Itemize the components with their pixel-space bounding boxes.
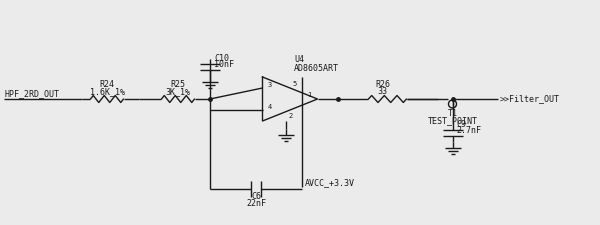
Text: 3K_1%: 3K_1% bbox=[166, 87, 191, 96]
Text: C9: C9 bbox=[457, 119, 467, 128]
Text: 5: 5 bbox=[292, 81, 296, 87]
Text: 2.7nF: 2.7nF bbox=[457, 126, 482, 134]
Text: 1: 1 bbox=[308, 92, 312, 98]
Text: 22nF: 22nF bbox=[246, 198, 266, 207]
Text: HPF_2RD_OUT: HPF_2RD_OUT bbox=[4, 89, 59, 98]
Text: TEST_POINT: TEST_POINT bbox=[428, 115, 478, 124]
Text: C10: C10 bbox=[214, 54, 229, 63]
Text: 1.6K_1%: 1.6K_1% bbox=[89, 87, 125, 96]
Text: R26: R26 bbox=[375, 80, 390, 89]
Text: T1: T1 bbox=[448, 108, 458, 117]
Text: 10nF: 10nF bbox=[214, 60, 234, 69]
Text: U4: U4 bbox=[294, 55, 304, 64]
Text: 33: 33 bbox=[377, 87, 388, 96]
Text: 3: 3 bbox=[268, 82, 272, 88]
Text: 4: 4 bbox=[268, 104, 272, 110]
Text: 2: 2 bbox=[288, 112, 292, 119]
Text: AD8605ART: AD8605ART bbox=[294, 64, 339, 73]
Text: R25: R25 bbox=[170, 80, 185, 89]
Text: AVCC_+3.3V: AVCC_+3.3V bbox=[305, 177, 355, 186]
Text: R24: R24 bbox=[100, 80, 115, 89]
Text: >>Filter_OUT: >>Filter_OUT bbox=[500, 94, 560, 103]
Text: C6: C6 bbox=[251, 191, 261, 200]
